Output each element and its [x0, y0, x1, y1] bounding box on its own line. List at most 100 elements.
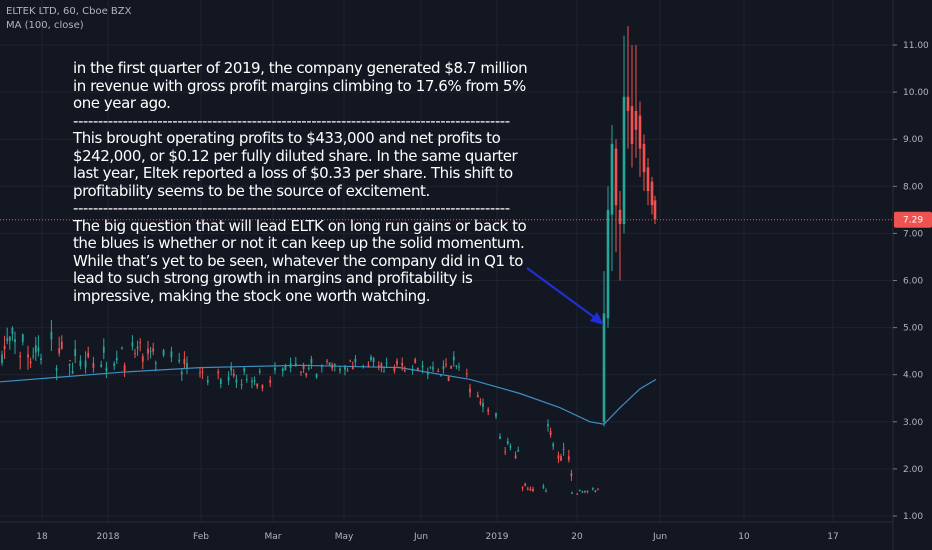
- candle-body: [100, 364, 103, 367]
- candle-body: [594, 490, 597, 492]
- candle-body: [251, 380, 253, 383]
- candle-body: [403, 370, 406, 372]
- time-axis[interactable]: 18 2018 Feb Mar May Jun 2019 20 Jun 10 17: [0, 521, 893, 542]
- candle-body: [29, 361, 32, 364]
- candle-body: [186, 363, 188, 368]
- candle-body: [305, 373, 308, 376]
- candle-body: [529, 488, 532, 491]
- candle-body: [274, 367, 276, 371]
- candle-body: [495, 413, 497, 417]
- candle-body: [307, 367, 310, 369]
- candle-body: [638, 115, 642, 149]
- candle-body: [521, 487, 524, 489]
- time-tick-label: 2019: [486, 532, 509, 542]
- candle-body: [547, 424, 549, 427]
- candle-body: [362, 365, 365, 368]
- candle-body: [504, 451, 507, 453]
- candle-body: [506, 441, 509, 444]
- candle-body: [121, 347, 123, 349]
- time-tick-label: Jun: [413, 532, 428, 542]
- candle-body: [545, 490, 547, 492]
- candle-body: [206, 380, 209, 383]
- candle-body: [235, 379, 238, 383]
- candle-body: [302, 364, 305, 369]
- symbol-title: ELTEK LTD, 60, Cboe BZX: [6, 6, 132, 17]
- candle-body: [87, 352, 90, 358]
- candle-body: [597, 488, 599, 490]
- candle-body: [646, 167, 650, 192]
- candle-body: [634, 110, 638, 130]
- candle-body: [426, 371, 429, 375]
- price-tick-label: 4.00: [903, 371, 923, 381]
- candle-body: [294, 363, 297, 365]
- candle-body: [372, 358, 375, 362]
- candle-body: [576, 493, 579, 495]
- candle-body: [134, 353, 136, 355]
- candle-body: [1, 354, 3, 363]
- candle-body: [178, 359, 181, 362]
- candle-body: [333, 364, 336, 366]
- candle-body: [442, 366, 445, 370]
- price-tick-label: 7.00: [903, 229, 923, 239]
- candle-body: [476, 395, 479, 398]
- time-tick-label: Feb: [193, 532, 209, 542]
- candle-body: [326, 360, 328, 362]
- candle-body: [532, 489, 534, 491]
- candle-body: [183, 359, 186, 365]
- candle-body: [581, 491, 584, 493]
- candle-body: [509, 445, 512, 448]
- candle-body: [469, 388, 471, 393]
- text-annotation[interactable]: in the first quarter of 2019, the compan…: [73, 59, 538, 305]
- candle-body: [622, 96, 626, 224]
- candle-body: [499, 436, 501, 439]
- candle-body: [610, 143, 614, 215]
- candle-body: [377, 365, 380, 367]
- last-price-line: 7.29: [0, 211, 932, 228]
- candle-body: [351, 366, 354, 370]
- price-tick-label: 9.00: [903, 135, 923, 145]
- candle-body: [123, 365, 126, 372]
- candle-body: [331, 364, 334, 369]
- candle-body: [411, 368, 414, 371]
- candle-body: [136, 346, 139, 349]
- time-tick-label: 20: [571, 532, 583, 542]
- candle-body: [562, 448, 565, 450]
- candle-body: [328, 362, 331, 366]
- price-axis[interactable]: 1.00 2.00 3.00 4.00 5.00 6.00 7.00 8.00 9.00 10.0…: [892, 0, 929, 550]
- candle-body: [245, 379, 248, 381]
- note-separator: ----------------------------------------…: [73, 112, 510, 130]
- candle-body: [50, 331, 53, 340]
- note-paragraph: The big question that will lead ELTK on …: [73, 216, 527, 305]
- candle-body: [401, 362, 404, 366]
- candle-body: [40, 358, 42, 361]
- candle-body: [549, 431, 552, 436]
- candle-body: [219, 379, 222, 385]
- candle-body: [421, 365, 424, 368]
- candle-body: [253, 380, 256, 382]
- candle-body: [8, 336, 11, 341]
- candle-body: [393, 366, 396, 371]
- candle-body: [92, 363, 95, 368]
- candle-body: [560, 456, 562, 461]
- candle-body: [642, 143, 646, 173]
- time-tick-label: Mar: [265, 532, 282, 542]
- candle-body: [524, 483, 527, 486]
- candle-body: [447, 376, 450, 381]
- last-price-tag: [894, 211, 932, 228]
- candle-body: [141, 356, 144, 362]
- note-paragraph: in the first quarter of 2019, the compan…: [73, 59, 528, 112]
- candle-body: [385, 362, 388, 364]
- candle-body: [429, 366, 432, 368]
- candle-body: [240, 384, 243, 386]
- candle-body: [584, 491, 586, 493]
- time-tick-label: May: [335, 532, 354, 542]
- candle-body: [284, 365, 287, 371]
- price-tick-label: 1.00: [903, 512, 923, 522]
- candle-body: [570, 473, 573, 477]
- candle-body: [256, 383, 259, 387]
- candle-body: [19, 355, 22, 358]
- candle-body: [230, 367, 233, 371]
- price-tick-label: 2.00: [903, 465, 923, 475]
- candle-body: [630, 106, 634, 144]
